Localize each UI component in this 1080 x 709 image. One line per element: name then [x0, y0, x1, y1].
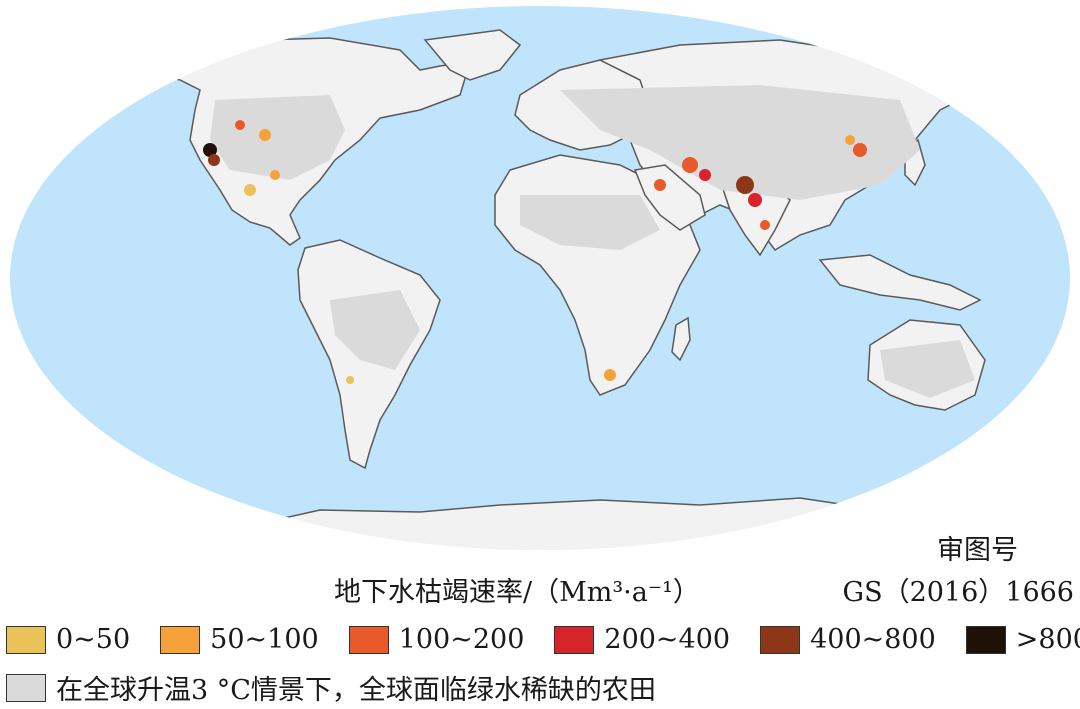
legend-item: 400~800	[760, 624, 936, 655]
legend-label: 100~200	[398, 624, 525, 655]
legend-swatch	[6, 625, 46, 654]
hotspot	[604, 369, 616, 381]
legend-item: >800	[965, 624, 1080, 655]
legend-swatch	[348, 625, 389, 654]
hotspot	[203, 143, 217, 157]
legend-swatch	[965, 625, 1006, 654]
hotspot	[235, 120, 245, 130]
hotspot	[845, 135, 855, 145]
farmland-north-america	[210, 95, 345, 180]
legend-label: >800	[1015, 624, 1080, 655]
legend-item-farmland: 在全球升温3 °C情景下，全球面临绿水稀缺的农田	[6, 668, 656, 707]
farmland-africa	[520, 195, 660, 250]
hotspot	[699, 169, 711, 181]
legend-swatch-farmland	[6, 673, 46, 702]
legend-label: 50~100	[210, 624, 319, 655]
legend-label: 400~800	[810, 624, 936, 655]
arabian-peninsula	[633, 164, 706, 231]
hotspot	[208, 154, 220, 166]
farmland-south-america	[330, 290, 420, 370]
legend-item: 200~400	[554, 624, 730, 655]
map-approval-number: GS（2016）1666	[842, 577, 1075, 608]
hotspot	[270, 170, 280, 180]
hotspot	[244, 184, 256, 196]
hotspot	[736, 176, 754, 194]
hotspot	[682, 157, 698, 173]
legend-label: 200~400	[604, 624, 731, 655]
hotspot	[259, 129, 271, 141]
legend-item: 50~100	[160, 624, 319, 655]
greenland	[423, 29, 522, 81]
legend-title: 地下水枯竭速率/（Mm³·a⁻¹）	[334, 577, 700, 608]
legend-label-farmland: 在全球升温3 °C情景下，全球面临绿水稀缺的农田	[56, 675, 656, 706]
hotspot	[748, 193, 762, 207]
legend-item: 0~50	[6, 624, 130, 655]
hotspot	[654, 179, 666, 191]
legend-swatch	[760, 625, 801, 654]
depletion-hotspots	[203, 120, 867, 384]
hotspot	[760, 220, 770, 230]
hotspot	[346, 376, 354, 384]
legend-label: 0~50	[56, 624, 131, 655]
legend-swatch	[160, 625, 201, 654]
farmland-australia	[880, 340, 975, 398]
farmland-areas	[210, 85, 975, 398]
southeast-asia-islands	[818, 254, 982, 311]
map-approval-label: 审图号	[937, 535, 1018, 566]
legend: 0~50 50~100 100~200 200~400 400~800 >800	[6, 624, 1080, 655]
legend-farmland: 在全球升温3 °C情景下，全球面临绿水稀缺的农田	[6, 668, 686, 707]
madagascar	[671, 316, 691, 362]
hotspot	[853, 143, 867, 157]
world-map	[10, 6, 1070, 550]
farmland-europe-asia	[560, 85, 920, 200]
legend-item: 100~200	[348, 624, 525, 655]
legend-swatch	[554, 625, 595, 654]
